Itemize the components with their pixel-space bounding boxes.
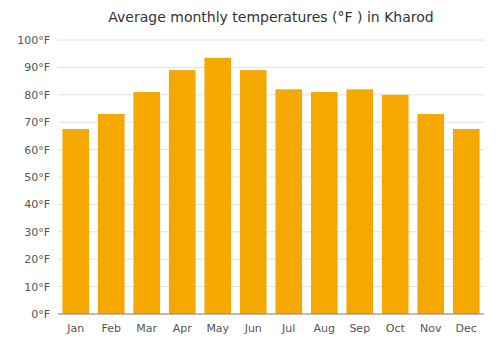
x-tick-label: Oct: [386, 322, 406, 335]
x-tick-label: Jun: [244, 322, 262, 335]
bars: [62, 58, 479, 314]
chart-container: Average monthly temperatures (°F ) in Kh…: [0, 0, 500, 350]
x-tick-label: Dec: [456, 322, 477, 335]
y-tick-label: 60°F: [24, 144, 50, 157]
x-tick-label: Mar: [136, 322, 157, 335]
bar: [62, 129, 89, 314]
bar: [98, 114, 125, 314]
bar: [240, 70, 267, 314]
x-tick-label: Aug: [314, 322, 335, 335]
y-tick-label: 100°F: [17, 34, 50, 47]
y-tick-label: 40°F: [24, 198, 50, 211]
bar: [346, 89, 373, 314]
bar: [417, 114, 444, 314]
grid-line: [58, 94, 484, 95]
x-tick-label: Apr: [173, 322, 193, 335]
chart-svg: Average monthly temperatures (°F ) in Kh…: [0, 0, 500, 350]
grid-line: [58, 314, 484, 315]
y-tick-label: 30°F: [24, 226, 50, 239]
x-tick-label: Nov: [420, 322, 442, 335]
bar: [133, 92, 160, 314]
y-tick-label: 90°F: [24, 61, 50, 74]
grid-line: [58, 40, 484, 41]
x-axis-line: [58, 314, 484, 315]
x-tick-label: Jul: [281, 322, 295, 335]
x-tick-label: Jan: [66, 322, 84, 335]
x-tick-label: Feb: [102, 322, 121, 335]
bar: [204, 58, 231, 314]
y-tick-label: 80°F: [24, 89, 50, 102]
y-tick-label: 20°F: [24, 253, 50, 266]
x-tick-label: Sep: [349, 322, 370, 335]
bar: [275, 89, 302, 314]
grid: [58, 40, 484, 314]
y-tick-label: 0°F: [31, 308, 50, 321]
bar: [169, 70, 196, 314]
x-axis: Jan Feb Mar Apr May Jun Jul Aug Sep Oct Nov Dec: [58, 314, 484, 335]
y-tick-label: 70°F: [24, 116, 50, 129]
bar: [311, 92, 338, 314]
x-tick-label: May: [206, 322, 229, 335]
title: Average monthly temperatures (°F ) in Kh…: [108, 9, 433, 25]
y-tick-label: 50°F: [24, 171, 50, 184]
y-axis: 0°F 10°F 20°F 30°F 40°F 50°F 60°F 70°F 80°F 90°F 1…: [17, 34, 50, 321]
bar: [382, 95, 409, 314]
grid-line: [58, 67, 484, 68]
bar: [453, 129, 480, 314]
y-tick-label: 10°F: [24, 281, 50, 294]
